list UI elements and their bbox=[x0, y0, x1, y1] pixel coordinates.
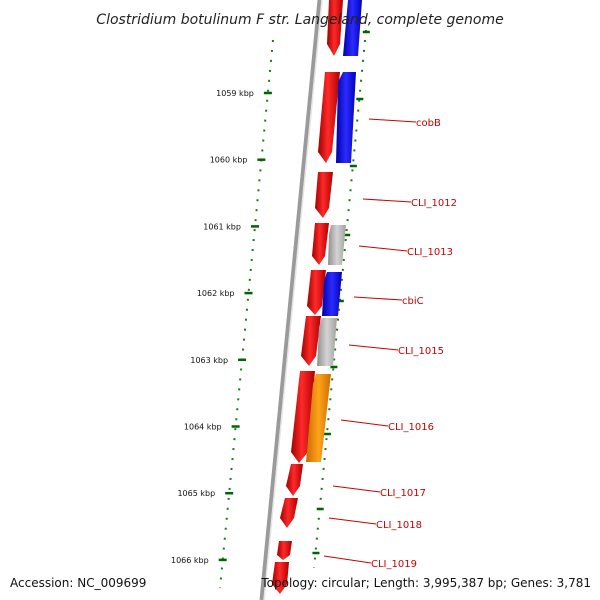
gene-label-leader bbox=[362, 198, 412, 203]
gene-label: CLI_1013 bbox=[407, 247, 453, 258]
gene-label: cobB bbox=[416, 118, 441, 129]
inner-ruler-track bbox=[313, 29, 367, 569]
outer-ruler-track bbox=[219, 39, 274, 589]
gene-reverse-blue bbox=[322, 272, 342, 316]
gene-reverse-blue bbox=[336, 72, 356, 163]
gene-label: CLI_1016 bbox=[388, 422, 434, 433]
gene-label-leader bbox=[332, 485, 381, 493]
gene-forward-arrow bbox=[272, 562, 289, 594]
kbp-tick-label: 1060 kbp bbox=[210, 156, 248, 165]
accession-text: Accession: NC_009699 bbox=[10, 576, 146, 590]
gene-label-leader bbox=[368, 118, 417, 123]
gene-reverse-blue bbox=[343, 0, 362, 56]
gene-reverse-gray bbox=[328, 225, 346, 265]
gene-label: CLI_1019 bbox=[371, 559, 417, 570]
gene-label: CLI_1018 bbox=[376, 520, 422, 531]
gene-forward-arrow bbox=[327, 0, 343, 56]
gene-label: CLI_1015 bbox=[398, 346, 444, 357]
page-title: Clostridium botulinum F str. Langeland, … bbox=[96, 12, 503, 28]
gene-forward-arrow bbox=[277, 541, 292, 560]
topology-text: Topology: circular; Length: 3,995,387 bp… bbox=[260, 576, 591, 590]
gene-label-leader bbox=[328, 517, 377, 525]
kbp-tick-label: 1064 kbp bbox=[184, 423, 222, 432]
kbp-tick-label: 1059 kbp bbox=[216, 89, 254, 98]
gene-forward-arrow bbox=[280, 498, 298, 528]
gene-label-leader bbox=[358, 245, 408, 252]
kbp-tick-label: 1061 kbp bbox=[203, 222, 241, 231]
gene-forward-arrow bbox=[301, 316, 321, 366]
gene-forward-arrow bbox=[315, 172, 333, 218]
kbp-tick-label: 1065 kbp bbox=[177, 489, 215, 498]
kbp-tick-label: 1062 kbp bbox=[197, 289, 235, 298]
gene-label: CLI_1017 bbox=[380, 488, 426, 499]
kbp-tick-label: 1063 kbp bbox=[190, 356, 228, 365]
gene-forward-arrow bbox=[286, 464, 303, 496]
gene-reverse-orange bbox=[306, 374, 331, 462]
gene-forward-arrow bbox=[312, 223, 329, 265]
gene-label-leader bbox=[340, 419, 389, 427]
gene-label-leader bbox=[323, 555, 372, 564]
gene-reverse-gray bbox=[317, 318, 337, 366]
genome-backbone bbox=[259, 0, 323, 600]
gene-label: CLI_1012 bbox=[411, 198, 457, 209]
gene-label-leader bbox=[353, 296, 403, 301]
gene-forward-arrow bbox=[318, 72, 340, 163]
gene-label: cbiC bbox=[402, 296, 424, 307]
gene-label-leader bbox=[348, 344, 399, 351]
gene-forward-arrow bbox=[307, 270, 326, 315]
kbp-tick-label: 1066 kbp bbox=[171, 556, 209, 565]
genome-backbone-shadow bbox=[263, 0, 323, 600]
